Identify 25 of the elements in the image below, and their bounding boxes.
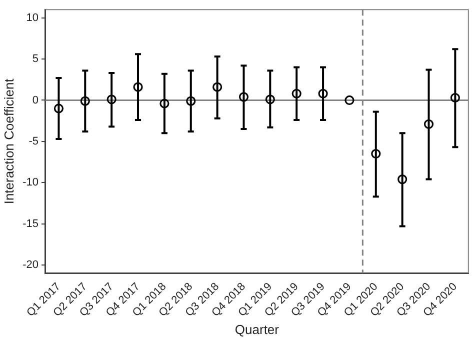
y-tick-label: 10	[26, 12, 38, 24]
point	[186, 96, 196, 106]
y-tick-label: 5	[32, 53, 38, 66]
point	[424, 119, 434, 129]
point	[106, 94, 116, 104]
point	[398, 174, 408, 184]
y-tick-label: -5	[28, 135, 38, 148]
y-tick-label: -15	[22, 218, 38, 230]
point	[80, 96, 90, 106]
x-axis-title: Quarter	[234, 322, 280, 337]
y-axis-title: Interaction Coefficient	[1, 78, 16, 204]
point	[344, 95, 354, 106]
point	[54, 104, 64, 114]
point	[292, 88, 302, 98]
point	[238, 92, 249, 102]
point	[371, 148, 381, 159]
y-tick-label: 0	[32, 94, 38, 106]
point	[212, 82, 222, 92]
point	[160, 98, 170, 108]
point	[265, 94, 275, 104]
point	[450, 92, 460, 103]
y-tick-label: -20	[22, 259, 38, 272]
point	[133, 82, 143, 92]
point	[318, 88, 328, 98]
y-tick-label: -10	[22, 176, 38, 189]
